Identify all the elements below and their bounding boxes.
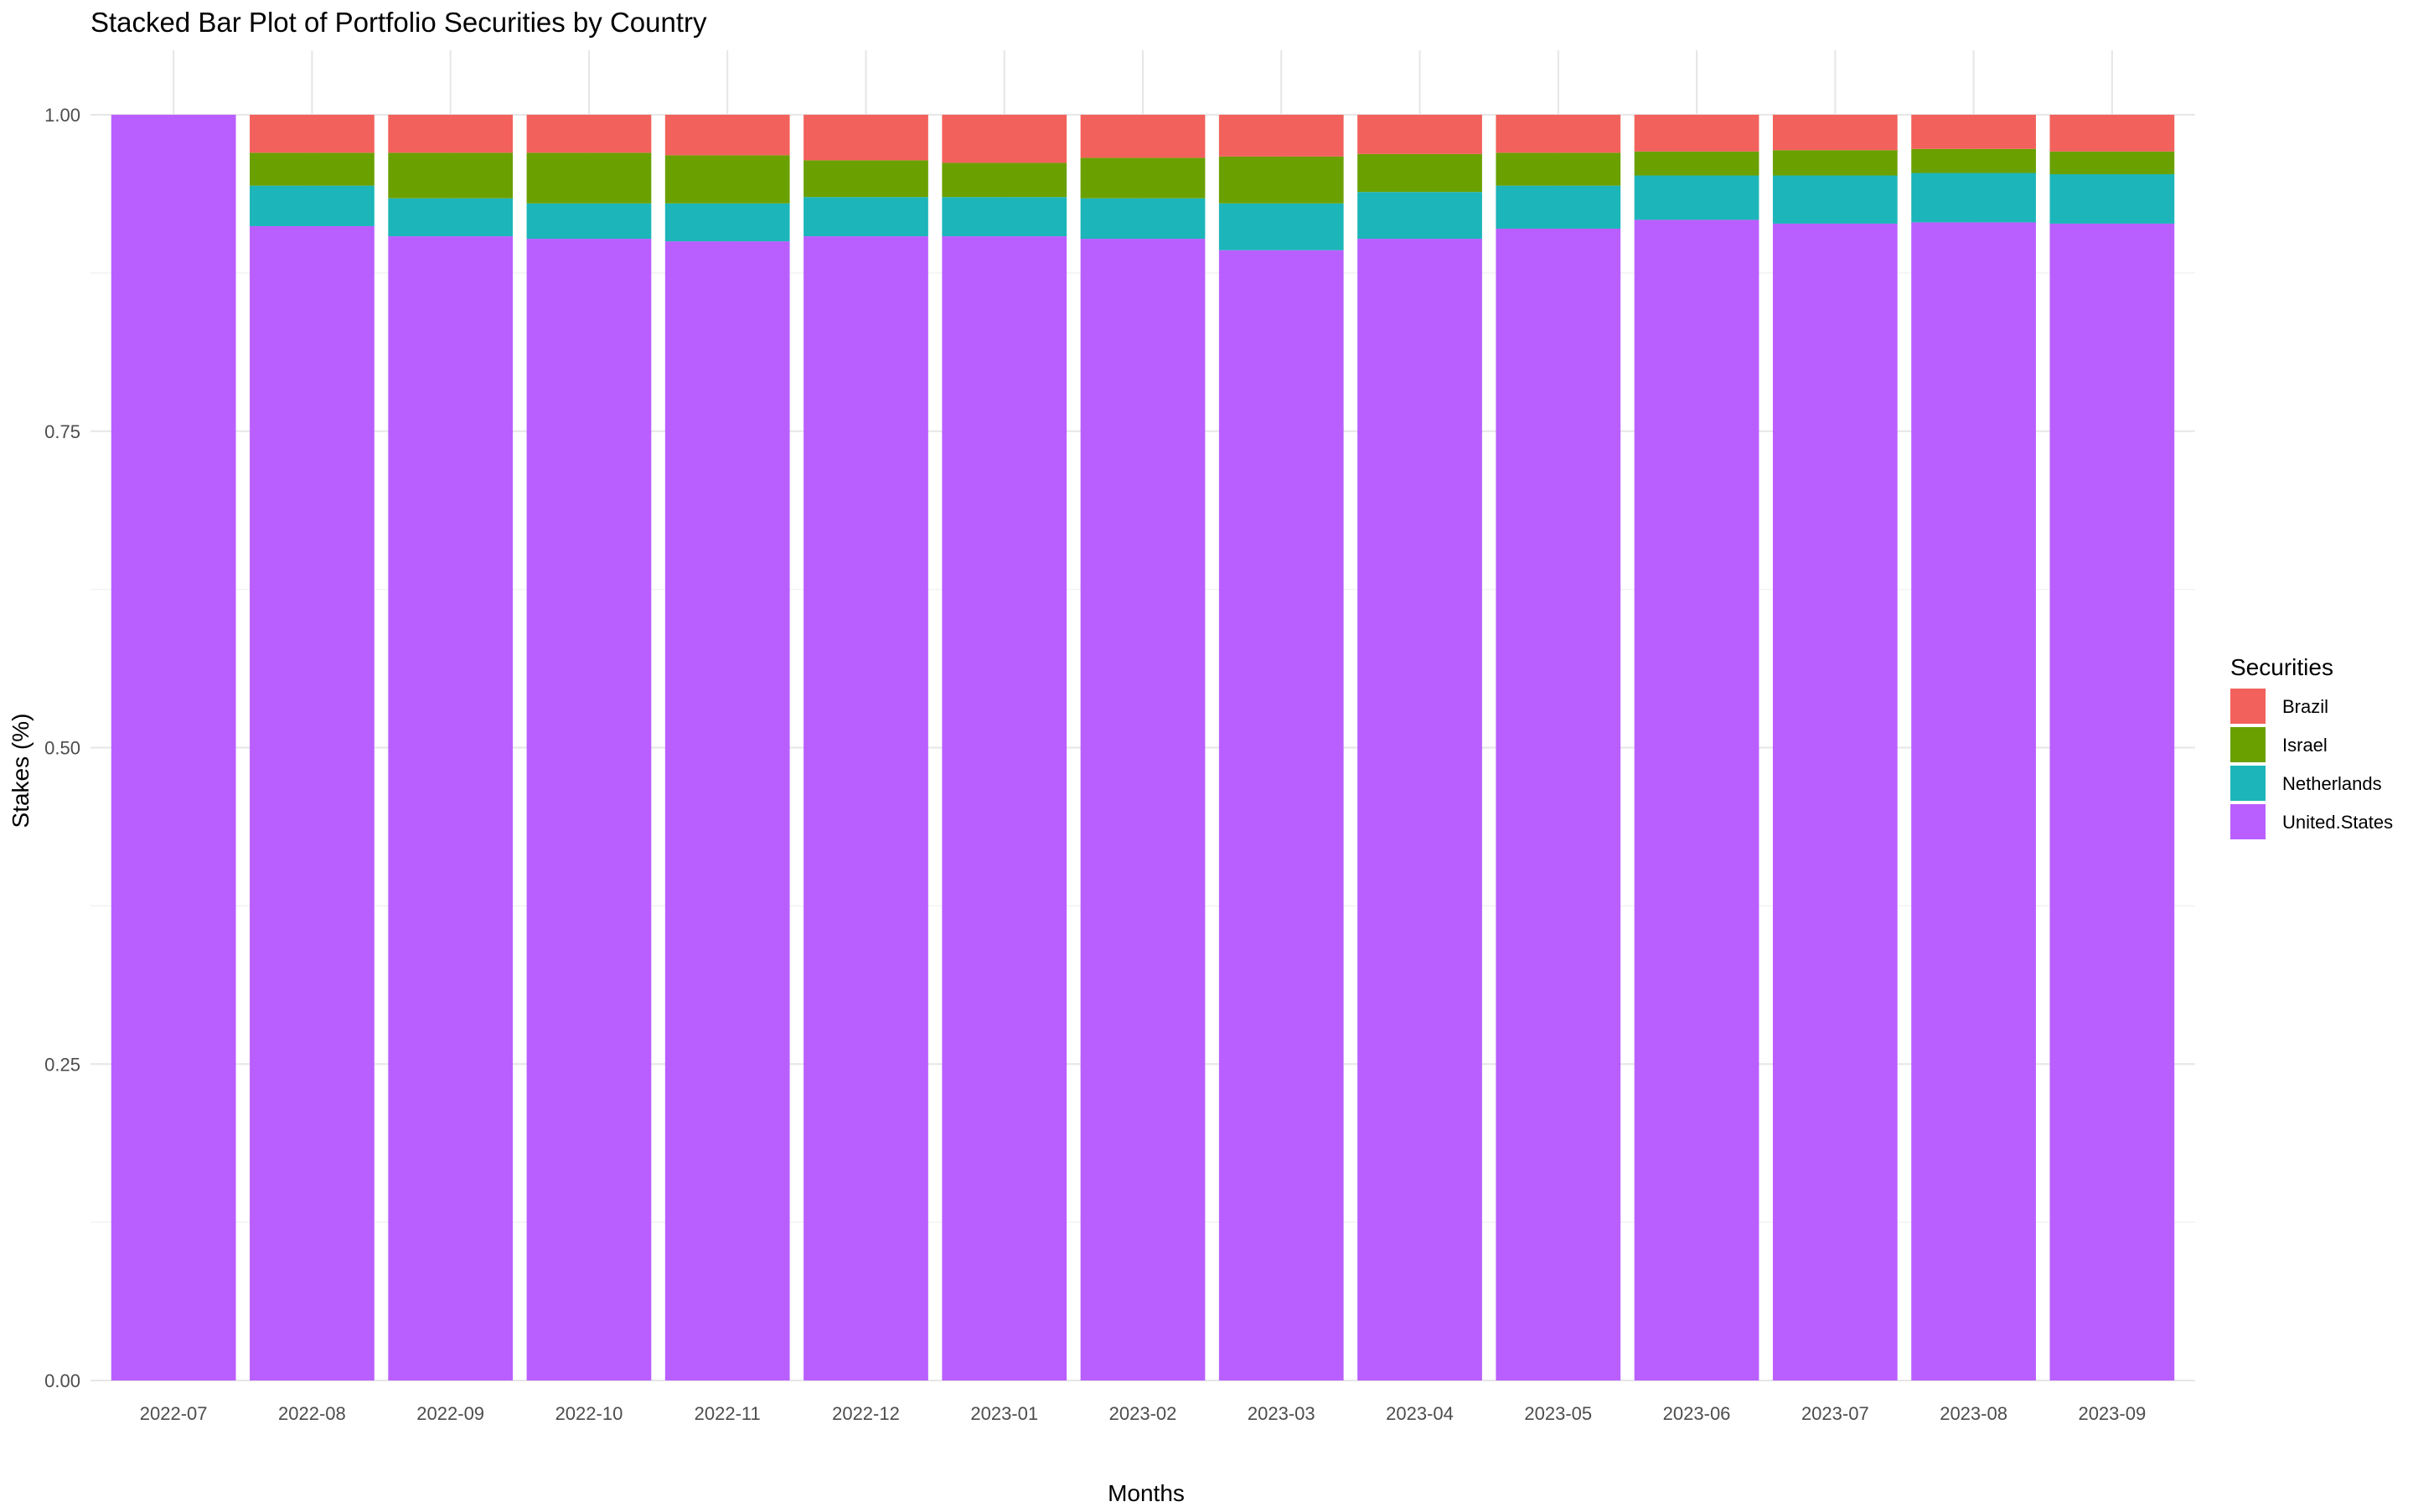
x-tick-label: 2023-01	[970, 1403, 1038, 1424]
x-tick-label: 2022-07	[140, 1403, 208, 1424]
bar-segment-israel	[664, 155, 790, 204]
x-tick-label: 2022-09	[416, 1403, 484, 1424]
y-tick-label: 0.75	[44, 421, 80, 442]
x-tick-labels: 2022-07 2022-08 2022-09 2022-10 2022-11 2022-…	[140, 1403, 2146, 1424]
bar-segment-netherlands	[1080, 198, 1206, 240]
bar-segment-israel	[942, 163, 1067, 198]
bar-segment-israel	[1218, 156, 1344, 204]
bar-segment-netherlands	[1218, 203, 1344, 250]
bar-segment-netherlands	[1496, 185, 1621, 229]
x-tick-label: 2022-08	[278, 1403, 346, 1424]
bar-segment-netherlands	[803, 197, 928, 237]
bar-segment-brazil	[1634, 115, 1759, 152]
bar-segment-united-states	[942, 236, 1067, 1380]
bar-segment-united-states	[1634, 219, 1759, 1381]
legend-title: Securities	[2230, 654, 2333, 680]
x-tick-label: 2023-05	[1524, 1403, 1592, 1424]
bar-segment-united-states	[526, 239, 652, 1380]
x-tick-label: 2023-07	[1801, 1403, 1869, 1424]
x-tick-label: 2023-06	[1663, 1403, 1731, 1424]
bar-segment-brazil	[1080, 115, 1206, 158]
bar-segment-netherlands	[2049, 174, 2175, 224]
bar-segment-israel	[1634, 151, 1759, 176]
bar-segment-united-states	[1772, 223, 1898, 1380]
bar-segment-brazil	[526, 115, 652, 153]
legend-swatch	[2230, 766, 2266, 801]
bar-segment-netherlands	[1911, 173, 2036, 223]
bar-segment-netherlands	[250, 185, 375, 226]
bar-segment-united-states	[1496, 228, 1621, 1380]
x-axis-label: Months	[1108, 1480, 1185, 1506]
x-tick-label: 2023-04	[1386, 1403, 1454, 1424]
y-tick-labels: 0.00 0.25 0.50 0.75 1.00	[44, 105, 80, 1391]
bar-segment-brazil	[942, 115, 1067, 163]
bar-segment-united-states	[803, 236, 928, 1380]
x-tick-label: 2022-10	[555, 1403, 623, 1424]
bar-segment-netherlands	[1357, 192, 1482, 240]
bar-segment-brazil	[664, 115, 790, 156]
bar-segment-israel	[1357, 153, 1482, 193]
bar-segment-netherlands	[1634, 175, 1759, 220]
legend-label: Netherlands	[2282, 773, 2382, 794]
y-axis-label: Stakes (%)	[8, 714, 34, 828]
bar-segment-netherlands	[1772, 175, 1898, 224]
bar-segment-israel	[388, 152, 514, 199]
legend-label: Israel	[2282, 735, 2328, 756]
y-tick-label: 0.25	[44, 1054, 80, 1075]
bar-segment-brazil	[1218, 115, 1344, 157]
bar-segment-united-states	[2049, 223, 2175, 1380]
bar-segment-brazil	[1496, 115, 1621, 153]
legend-swatch	[2230, 727, 2266, 762]
bar-segment-united-states	[1357, 239, 1482, 1380]
chart-title: Stacked Bar Plot of Portfolio Securities…	[90, 7, 707, 38]
bar-segment-brazil	[1911, 115, 2036, 149]
bar-segment-brazil	[388, 115, 514, 153]
x-tick-label: 2023-03	[1248, 1403, 1315, 1424]
bar-segment-brazil	[2049, 115, 2175, 152]
bar-segment-netherlands	[388, 198, 514, 237]
bar-segment-brazil	[803, 115, 928, 161]
legend-items: Brazil Israel Netherlands United.States	[2230, 689, 2393, 839]
bar-segment-brazil	[250, 115, 375, 153]
bar-segment-brazil	[1772, 115, 1898, 151]
x-tick-label: 2022-11	[695, 1403, 761, 1424]
y-tick-label: 1.00	[44, 105, 80, 126]
bars	[111, 115, 2175, 1381]
legend-swatch	[2230, 804, 2266, 839]
bar-segment-israel	[250, 152, 375, 186]
bar-segment-israel	[1080, 157, 1206, 199]
bar-segment-united-states	[664, 241, 790, 1381]
bar-segment-israel	[1496, 152, 1621, 186]
bar-segment-israel	[2049, 151, 2175, 175]
x-tick-label: 2022-12	[832, 1403, 900, 1424]
bar-segment-united-states	[111, 115, 236, 1380]
x-tick-label: 2023-02	[1109, 1403, 1177, 1424]
bar-segment-netherlands	[526, 203, 652, 240]
legend: Securities Brazil Israel Netherlands United…	[2230, 654, 2393, 839]
legend-swatch	[2230, 689, 2266, 724]
bar-segment-israel	[1772, 150, 1898, 176]
legend-label: Brazil	[2282, 696, 2328, 717]
bar-segment-netherlands	[664, 203, 790, 242]
bar-segment-israel	[803, 160, 928, 198]
bar-segment-united-states	[1911, 222, 2036, 1380]
bar-segment-united-states	[250, 225, 375, 1380]
bar-segment-netherlands	[942, 197, 1067, 237]
y-tick-label: 0.00	[44, 1370, 80, 1391]
bar-segment-israel	[526, 152, 652, 204]
x-tick-label: 2023-08	[1940, 1403, 2007, 1424]
y-tick-label: 0.50	[44, 738, 80, 759]
bar-segment-israel	[1911, 148, 2036, 173]
bar-segment-united-states	[1218, 250, 1344, 1380]
bar-segment-united-states	[1080, 239, 1206, 1380]
legend-label: United.States	[2282, 812, 2393, 833]
bar-segment-united-states	[388, 236, 514, 1380]
bar-segment-brazil	[1357, 115, 1482, 154]
x-tick-label: 2023-09	[2078, 1403, 2146, 1424]
